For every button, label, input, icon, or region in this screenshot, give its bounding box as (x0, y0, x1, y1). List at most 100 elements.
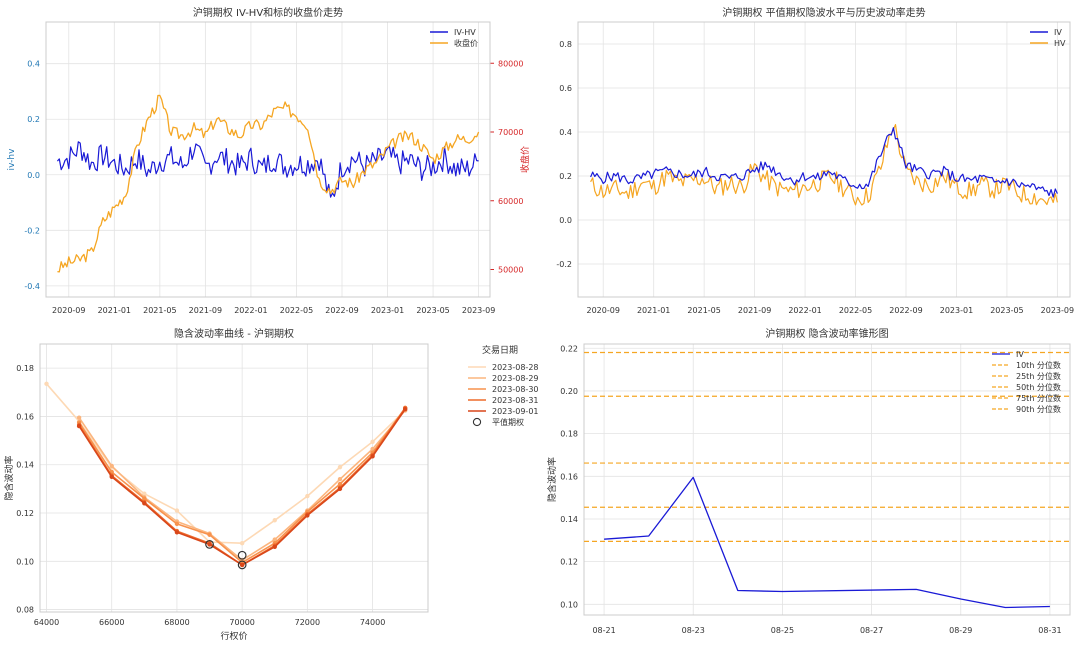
x-tick-label: 2021-05 (687, 306, 720, 315)
x-tick-label: 2023-05 (990, 306, 1023, 315)
x-tick-label: 74000 (360, 618, 385, 627)
x-tick-label: 2020-09 (587, 306, 620, 315)
chart-iv-hv-level: 2020-09 2021-01 2021-05 2021-09 2022-01 2022-… (556, 6, 1074, 315)
series-line-iv (590, 127, 1058, 198)
y-axis-label: 隐含波动率 (3, 455, 15, 500)
x-tick-label: 64000 (34, 618, 59, 627)
x-tick-label: 66000 (99, 618, 124, 627)
x-tick-label: 2021-09 (189, 306, 222, 315)
data-point (207, 542, 212, 547)
chart-title: 沪铜期权 隐含波动率锥形图 (765, 327, 888, 340)
y-tick-label: -0.2 (556, 260, 572, 269)
x-tick-label: 2022-09 (889, 306, 922, 315)
legend-label: 25th 分位数 (1016, 371, 1061, 381)
atm-marker (205, 539, 214, 549)
legend-label: HV (1054, 39, 1066, 48)
atm-marker (237, 550, 247, 560)
x-tick-label: 2022-01 (234, 306, 267, 315)
y-tick-label: 0.4 (559, 128, 572, 137)
chart-title: 沪铜期权 平值期权隐波水平与历史波动率走势 (722, 6, 925, 19)
legend-label: 2023-08-28 (492, 363, 539, 372)
legend-label: 收盘价 (454, 38, 478, 48)
data-point (239, 540, 245, 546)
x-tick-label: 2023-01 (940, 306, 973, 315)
y-tick-label: 0.2 (559, 172, 572, 181)
data-point (239, 562, 245, 568)
y-tick-label: 0.2 (27, 115, 40, 124)
data-point (337, 481, 343, 487)
data-point (272, 544, 277, 550)
legend-label: 2023-08-30 (492, 385, 539, 394)
series-line-hv (590, 124, 1058, 206)
legend-label: 10th 分位数 (1016, 360, 1061, 370)
legend-label: 2023-08-29 (492, 374, 539, 383)
y-axis-label: 隐含波动率 (546, 457, 558, 502)
y-tick-label: 0.0 (27, 171, 40, 180)
legend-label: IV-HV (454, 28, 476, 37)
data-point (44, 381, 49, 387)
x-tick-label: 08-29 (949, 626, 972, 635)
x-tick-label: 70000 (229, 618, 254, 627)
y-tick-label: 0.10 (560, 600, 578, 609)
y-tick-label: 0.18 (560, 430, 578, 439)
x-tick-label: 2020-09 (52, 306, 85, 315)
y-tick-label: 0.6 (559, 84, 572, 93)
x-tick-label: 2023-09 (1041, 306, 1074, 315)
legend-label: 50th 分位数 (1016, 382, 1061, 392)
y-tick-label: 0.22 (560, 344, 578, 353)
x-tick-label: 68000 (164, 618, 189, 627)
y-tick-label: 0.18 (16, 364, 34, 373)
x-tick-label: 2022-05 (280, 306, 313, 315)
data-point (109, 474, 114, 479)
x-tick-label: 2022-05 (839, 306, 872, 315)
series-line-iv-hv (56, 141, 479, 198)
x-tick-label: 2023-01 (371, 306, 404, 315)
data-point (370, 439, 375, 444)
data-point (305, 493, 310, 499)
y-tick-label: 0.4 (27, 60, 40, 69)
series-line-2023-08-28 (45, 383, 406, 544)
plot-frame (39, 343, 429, 613)
chart-title: 沪铜期权 IV-HV和标的收盘价走势 (193, 6, 343, 19)
x-tick-label: 08-23 (682, 626, 705, 635)
data-point (76, 423, 82, 429)
atm-marker (237, 560, 247, 570)
x-tick-label: 2021-01 (637, 306, 670, 315)
y-tick-label: 0.8 (559, 40, 572, 49)
legend-atm-marker (472, 417, 482, 427)
y-tick-label: 0.16 (16, 412, 34, 421)
data-point (207, 532, 212, 537)
legend-title: 交易日期 (482, 344, 518, 356)
data-point (76, 415, 82, 420)
x-tick-label: 2021-09 (738, 306, 771, 315)
chart-iv-smile: 64000 66000 68000 70000 72000 74000 0.08 0.10 0.… (3, 327, 539, 642)
y-right-tick-label: 70000 (498, 128, 523, 137)
y-right-tick-label: 80000 (498, 59, 523, 68)
legend-label: 90th 分位数 (1016, 404, 1061, 414)
y-tick-label: 0.10 (16, 557, 34, 566)
y-tick-label: 0.12 (560, 558, 578, 567)
y-tick-label: 0.16 (560, 472, 578, 481)
x-tick-label: 2021-01 (98, 306, 131, 315)
y-right-axis-label: 收盘价 (519, 146, 531, 173)
y-tick-label: 0.20 (560, 387, 578, 396)
legend-label: IV (1016, 350, 1024, 359)
legend-label: IV (1054, 28, 1062, 37)
data-point (337, 464, 343, 470)
y-axis-label: iv-hv (7, 148, 17, 171)
y-tick-label: 0.0 (559, 216, 572, 225)
x-axis-label: 行权价 (220, 630, 247, 642)
plot-frame (45, 21, 491, 298)
x-tick-label: 2022-09 (325, 306, 358, 315)
y-right-tick-label: 50000 (498, 266, 523, 275)
x-tick-label: 08-21 (592, 626, 615, 635)
series-line-close (57, 94, 480, 273)
data-point (272, 518, 277, 523)
y-tick-label: -0.2 (24, 226, 40, 235)
data-point (402, 406, 408, 412)
y-right-tick-label: 60000 (498, 197, 523, 206)
data-point (109, 463, 114, 469)
x-tick-label: 2021-05 (143, 306, 176, 315)
y-tick-label: -0.4 (24, 282, 40, 291)
